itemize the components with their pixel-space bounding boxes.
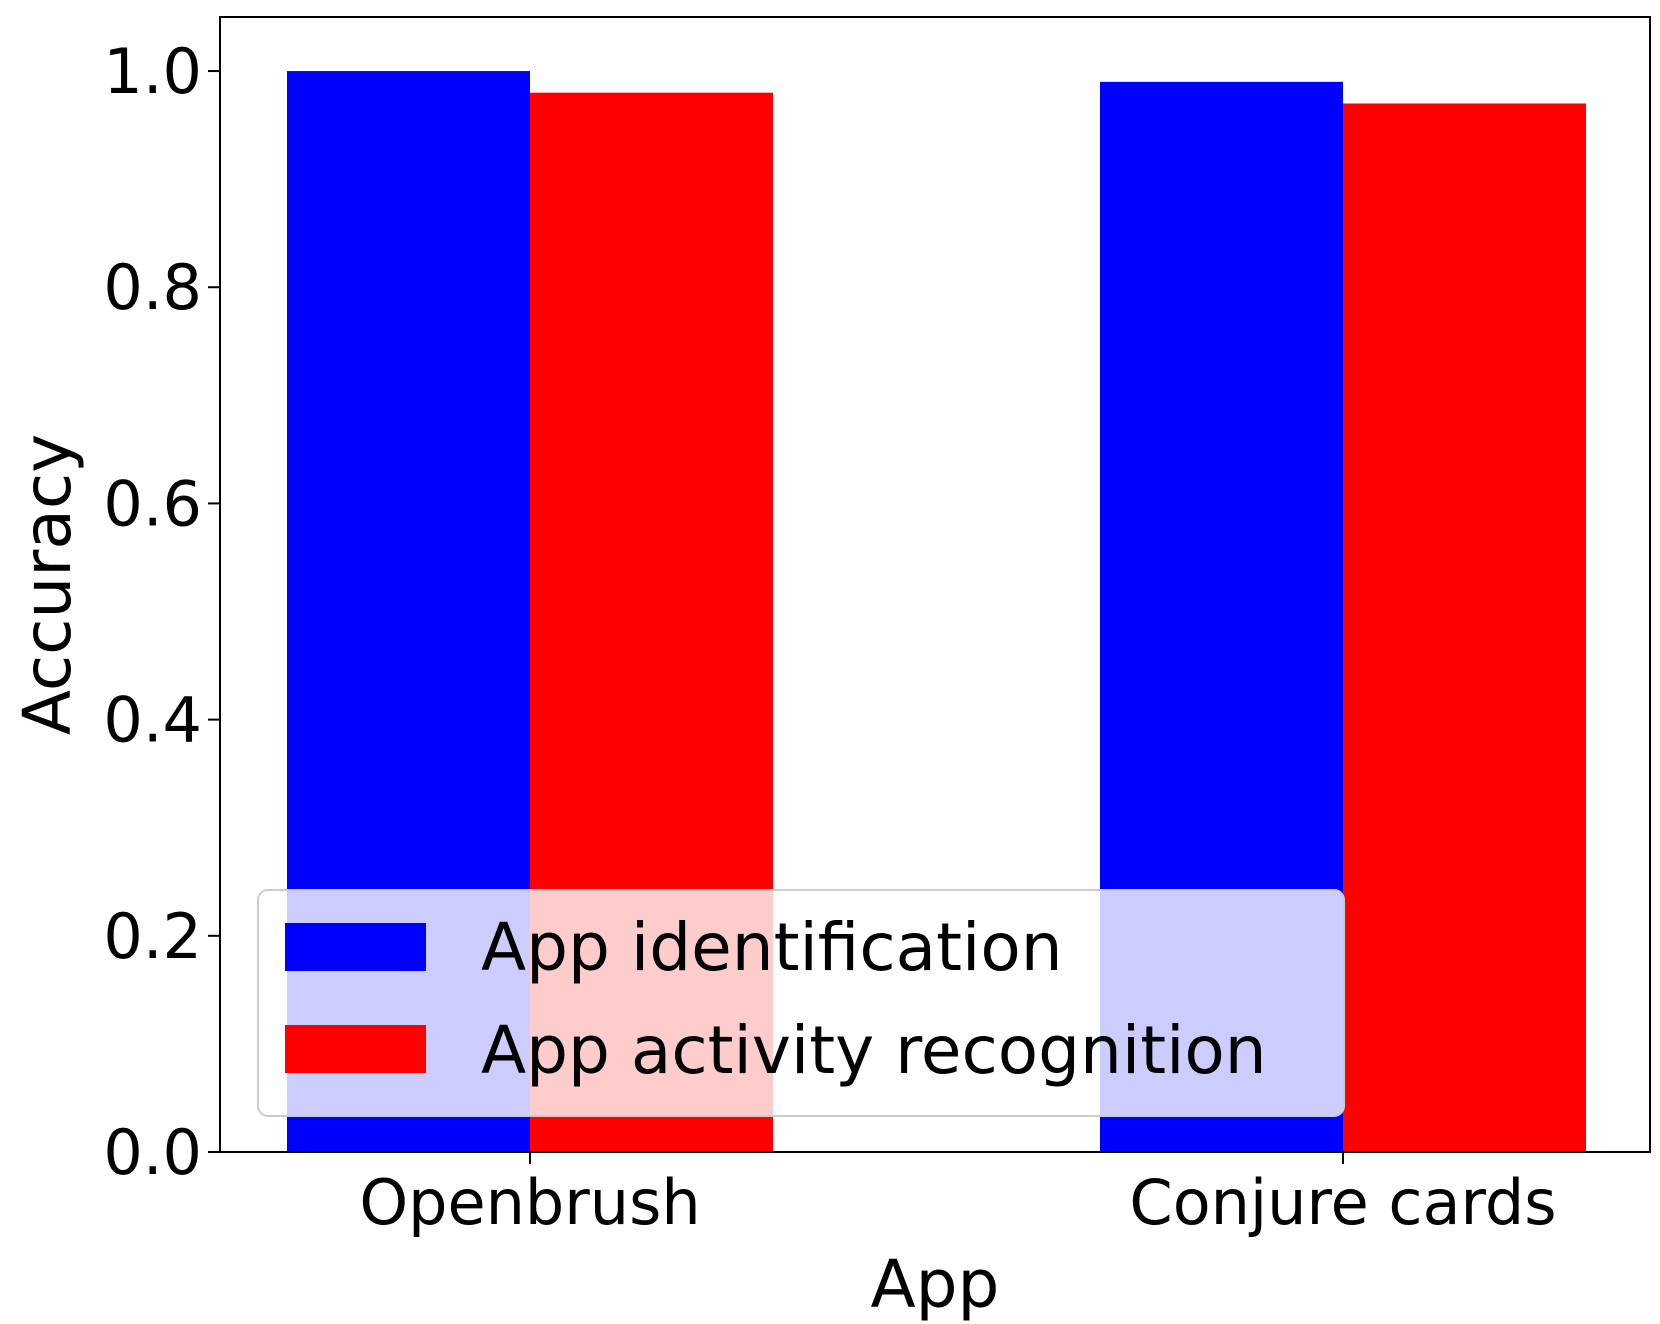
- legend-label-app-identification: App identification: [481, 909, 1063, 986]
- y-tick-label: 0.8: [103, 251, 202, 324]
- legend-swatch-app-activity-recognition: [285, 1025, 426, 1073]
- y-tick-label: 0.2: [103, 900, 202, 973]
- y-axis-label: Accuracy: [9, 434, 86, 735]
- x-tick-label: Openbrush: [359, 1166, 700, 1239]
- legend-box: [257, 889, 1345, 1117]
- legend-label-app-activity-recognition: App activity recognition: [481, 1012, 1267, 1089]
- bars-group: [287, 71, 1586, 1153]
- y-tick-label: 0.4: [103, 684, 202, 757]
- y-axis: 0.0 0.2 0.4 0.6 0.8 1.0: [103, 35, 220, 1189]
- x-axis: Openbrush Conjure cards: [359, 1152, 1557, 1239]
- y-tick-label: 0.6: [103, 467, 202, 540]
- bar-app-activity-recognition-conjure-cards: [1343, 103, 1586, 1152]
- y-tick-label: 1.0: [103, 35, 202, 108]
- legend: App identification App activity recognit…: [257, 889, 1345, 1117]
- plot-frame: [219, 16, 1651, 1153]
- y-tick-label: 0.0: [103, 1116, 202, 1189]
- x-axis-label: App: [871, 1246, 1000, 1323]
- legend-swatch-app-identification: [285, 923, 426, 971]
- x-tick-label: Conjure cards: [1129, 1166, 1556, 1239]
